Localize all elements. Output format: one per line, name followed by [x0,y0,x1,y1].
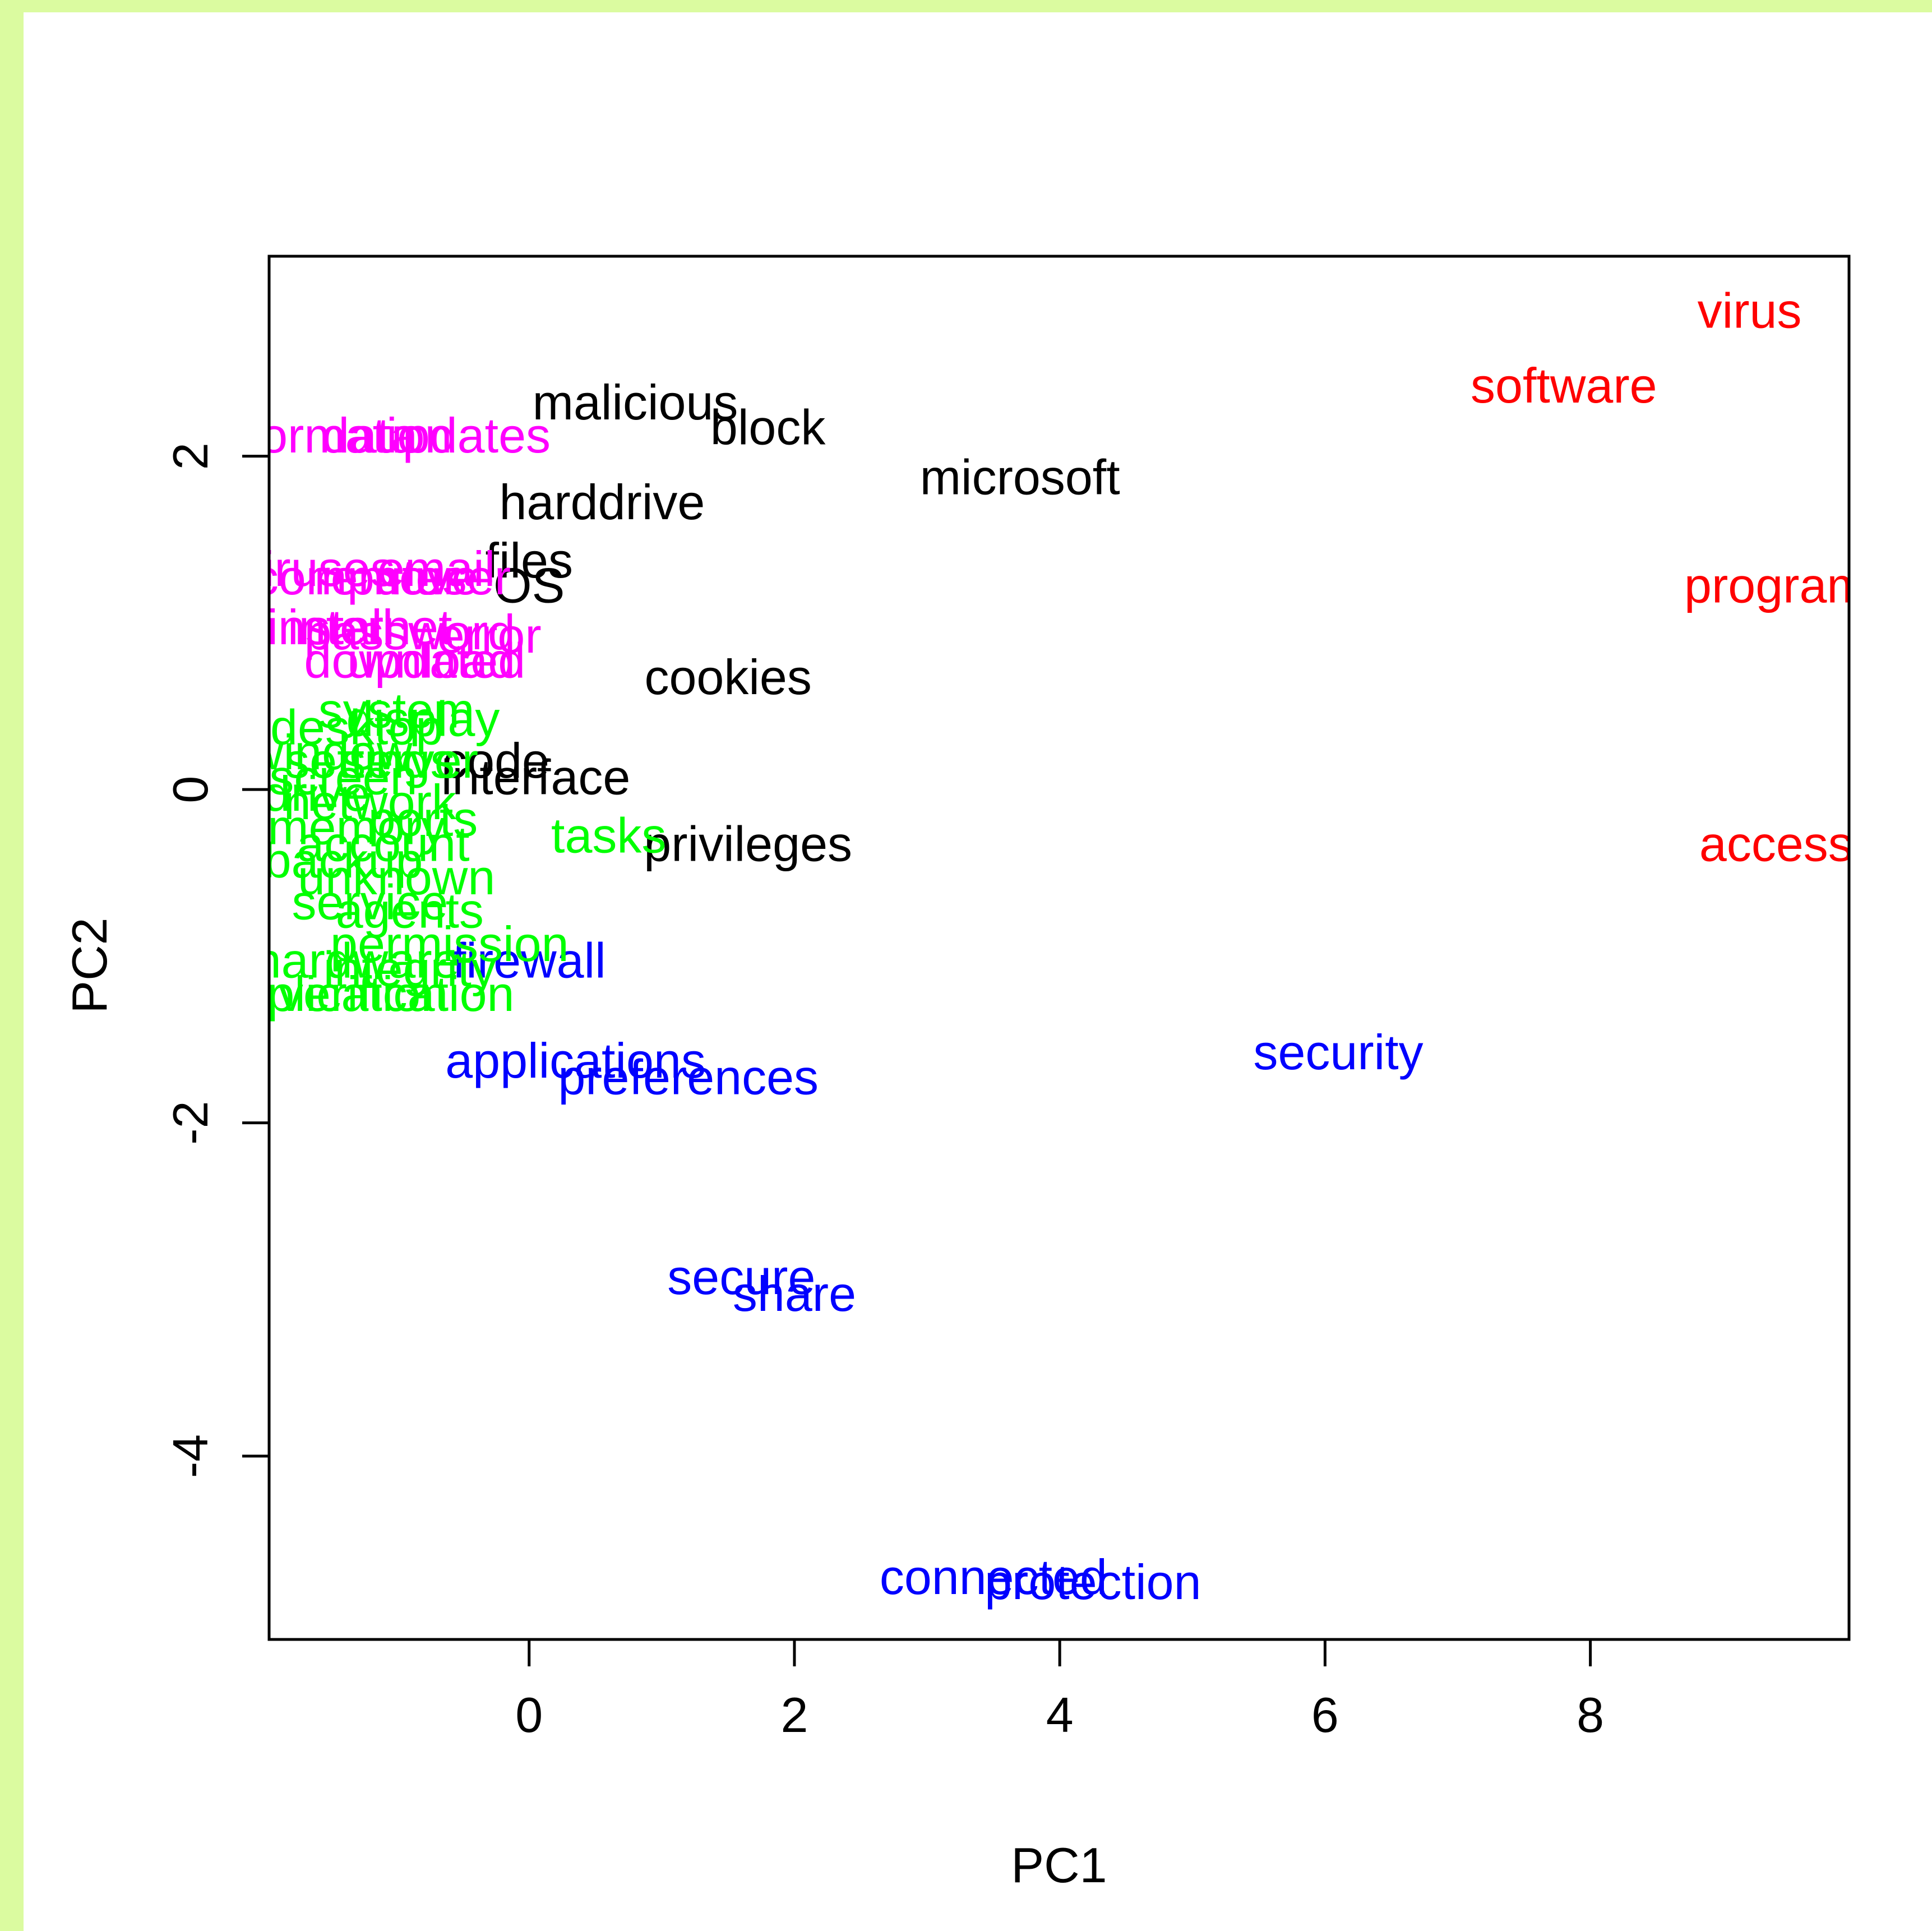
point-label-access: access [1699,816,1853,871]
x-axis-title: PC1 [1011,1837,1107,1893]
x-tick-label: 8 [1577,1687,1604,1743]
point-label-information: information [208,408,452,463]
point-label-hardware: hardware [254,932,460,988]
point-label-integrity: integrity [323,941,496,996]
point-label-harddrive: harddrive [499,474,705,530]
point-label-verification: verification [279,966,515,1022]
point-label-updates: updates [375,408,551,463]
x-tick-label: 6 [1311,1687,1339,1743]
point-label-window: window [247,724,413,780]
point-label-microsoft: microsoft [920,450,1120,505]
point-label-secure: secure [667,1249,815,1305]
point-label-permission: permission [330,916,568,972]
point-label-code: code [442,733,549,788]
point-label-download: download [304,632,515,688]
point-label-security: security [1253,1024,1423,1080]
point-label-email: email [377,541,495,597]
point-label-malicious: malicious [533,375,738,430]
point-label-settings: settings [285,733,455,788]
point-label-connected: connected [880,1549,1107,1605]
point-label-virus: virus [1698,283,1802,338]
point-label-screen: screen [269,750,417,805]
point-label-account: account [297,816,469,871]
point-label-network: network [284,774,457,830]
point-label-cookies: cookies [644,649,811,705]
point-label-updated: updated [347,632,525,688]
y-axis-title: PC2 [62,917,117,1013]
point-label-install: install [267,599,393,655]
point-label-interface: interface [441,750,631,805]
y-tick-label: -4 [163,1434,218,1478]
x-tick-label: 2 [780,1687,808,1743]
point-label-password: password [304,604,515,660]
point-label-preferences: preferences [558,1050,819,1105]
point-label-backup: backup [264,833,423,888]
point-label-remove: remove [314,549,478,605]
x-tick-label: 0 [515,1687,543,1743]
point-label-files: files [486,533,574,588]
y-tick-label: 0 [163,776,218,803]
x-tick-label: 4 [1046,1687,1074,1743]
y-tick-label: 2 [163,442,218,470]
point-label-viruses: viruses [239,541,395,597]
plot-background: virus software program access malicious block… [24,12,1932,1931]
point-label-unknown: unknown [298,849,495,905]
point-label-os: OS [493,558,565,613]
point-label-system: system [318,683,475,738]
point-label-protection: protection [985,1554,1201,1610]
point-label-privileges: privileges [644,816,852,871]
point-label-computer: computer [254,549,460,605]
y-tick-label: -2 [163,1101,218,1144]
point-label-application: application [212,966,448,1022]
point-label-software: software [1471,358,1657,413]
axes: 0 2 4 6 8 -4 -2 0 2 [163,442,1604,1743]
point-label-program: program [1684,558,1868,613]
scatter-chart: virus software program access maliciousblock… [62,255,1868,1893]
point-label-display: display [346,691,500,746]
point-labels: virus software program access maliciousblock… [208,283,1868,1610]
point-label-share: share [733,1266,856,1322]
point-label-firewall: firewall [452,932,606,988]
point-label-server: server [341,733,479,788]
point-label-memory: memory [267,800,446,855]
point-label-internet: internet [288,599,452,655]
point-label-ports: ports [368,791,478,847]
point-label-applications: applications [445,1033,706,1088]
point-label-desktop: desktop [270,699,443,755]
point-label-service: service [292,874,448,930]
point-label-tasks: tasks [551,808,666,863]
point-label-agents: agents [336,883,484,938]
point-label-drive: drive [264,766,371,821]
point-label-user: user [415,549,511,605]
point-label-data: data [322,408,418,463]
point-label-error: error [437,608,542,663]
point-label-block: block [710,399,826,455]
